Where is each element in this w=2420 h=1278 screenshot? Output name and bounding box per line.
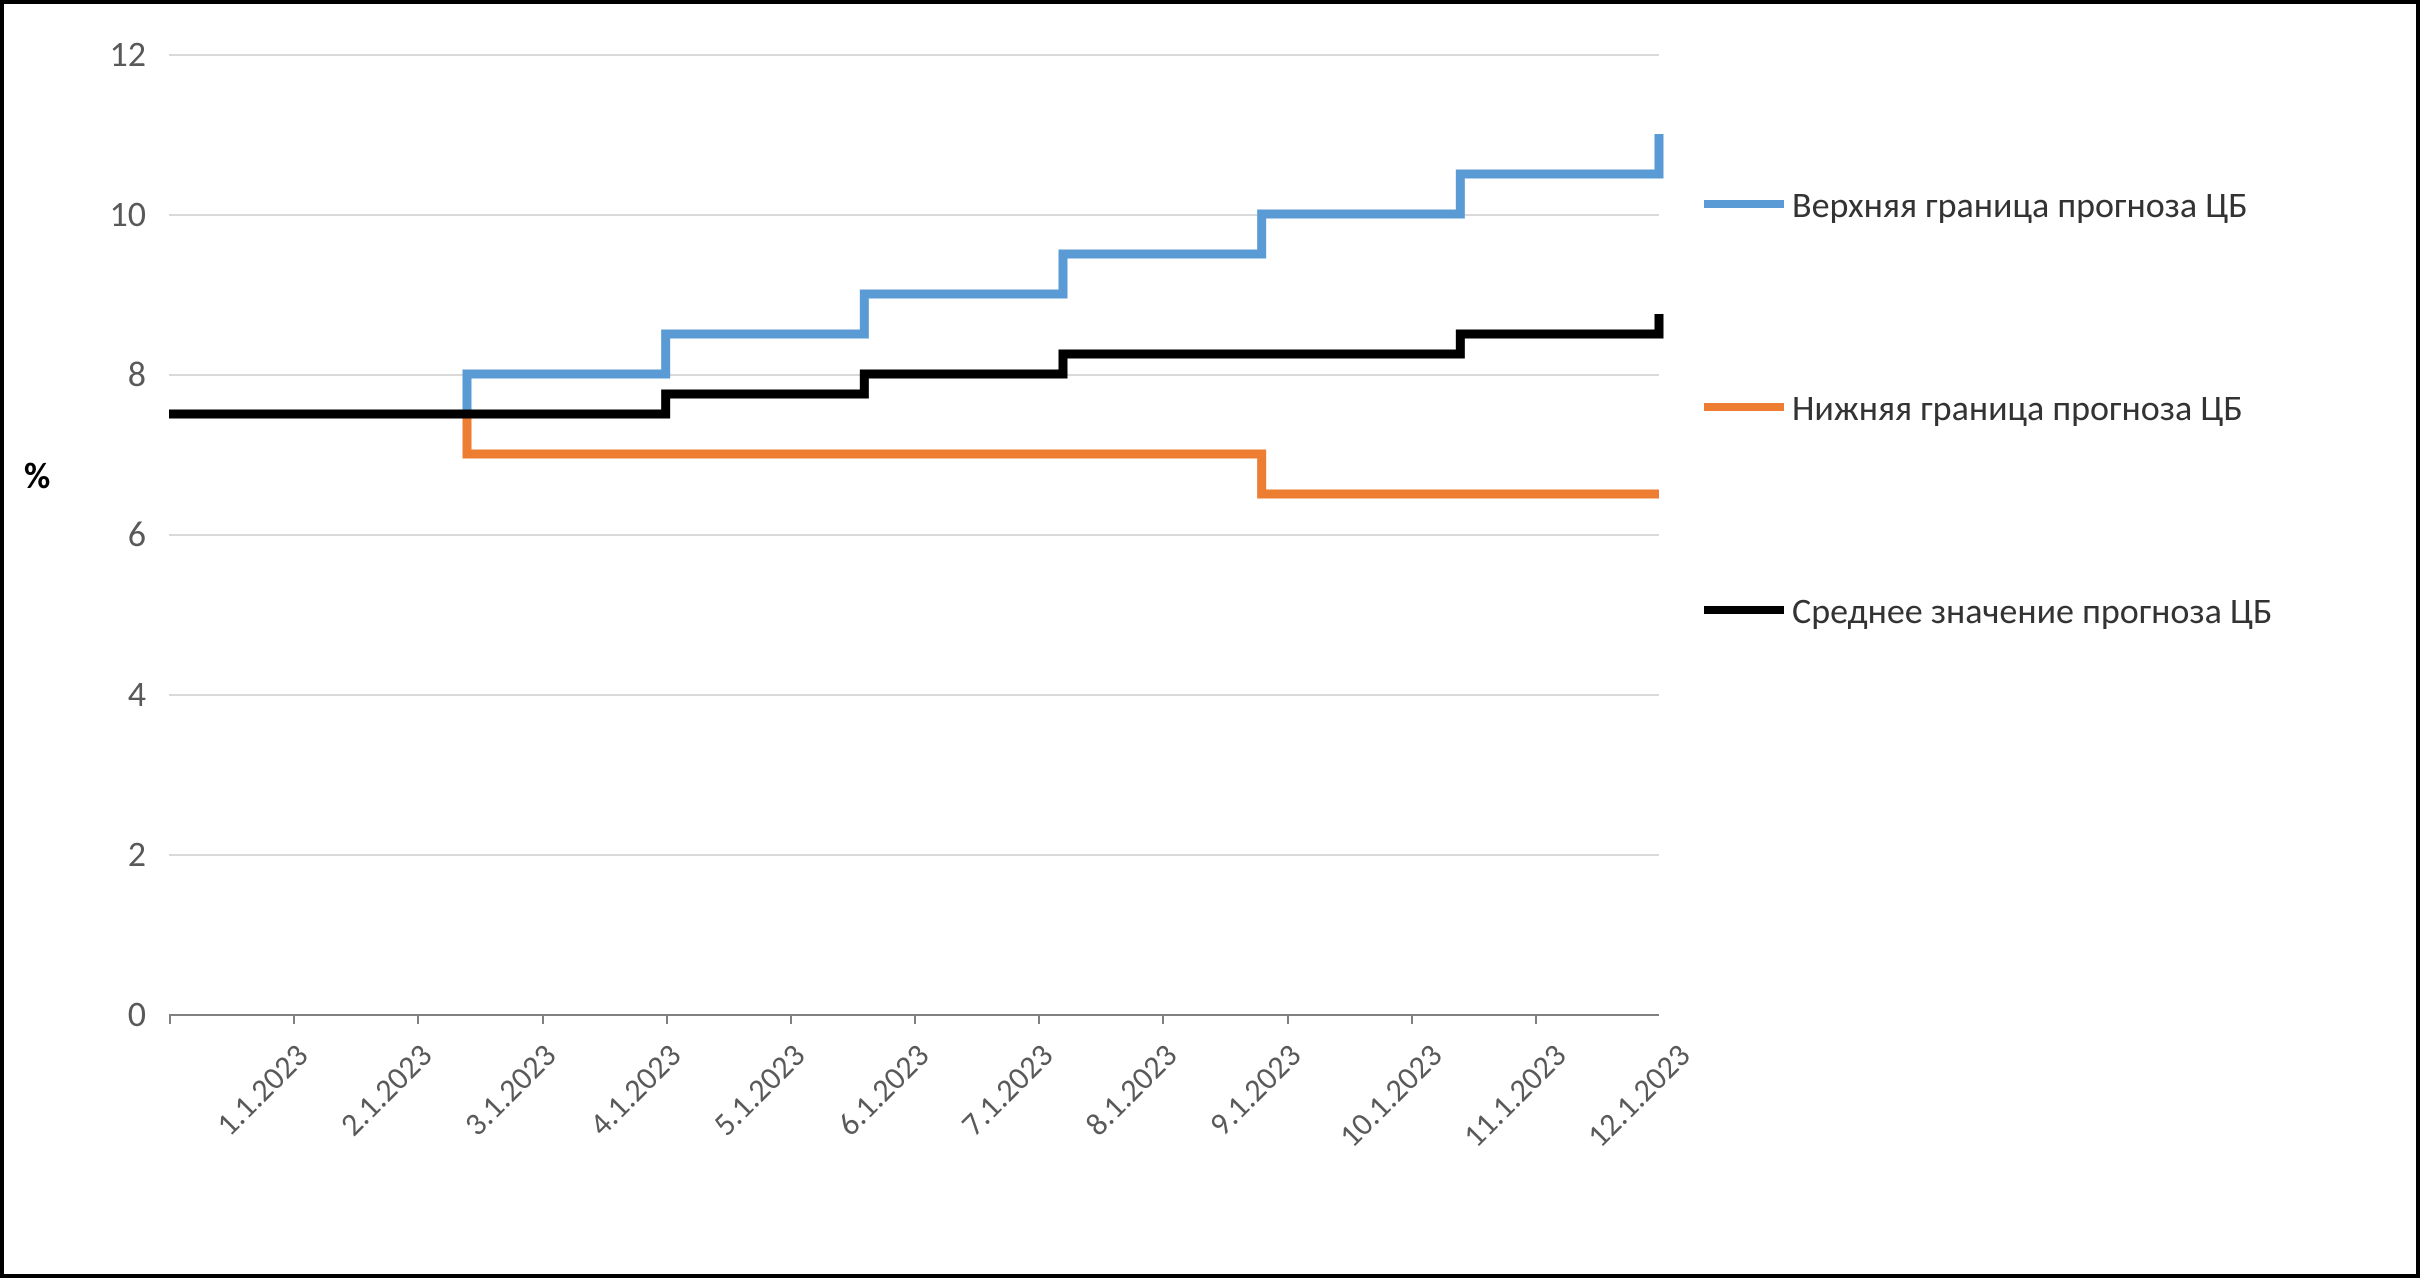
x-tick-label: 4.1.2023 — [581, 1036, 689, 1144]
x-tick-label: 2.1.2023 — [332, 1036, 440, 1144]
x-tick-mark — [1411, 1014, 1413, 1024]
legend-line-lower — [1704, 403, 1784, 411]
x-tick-label: 7.1.2023 — [953, 1036, 1061, 1144]
x-tick-mark — [1038, 1014, 1040, 1024]
series-svg — [169, 54, 1659, 1014]
legend-item-upper: Верхняя граница прогноза ЦБ — [1704, 184, 2374, 227]
x-tick-mark — [542, 1014, 544, 1024]
x-tick-mark — [1287, 1014, 1289, 1024]
x-tick-label: 1.1.2023 — [208, 1036, 316, 1144]
x-tick-label: 10.1.2023 — [1330, 1036, 1449, 1155]
legend-label-upper: Верхняя граница прогноза ЦБ — [1792, 184, 2248, 227]
y-tick-label: 8 — [26, 352, 146, 396]
legend-label-mean: Среднее значение прогноза ЦБ — [1792, 590, 2272, 633]
x-tick-mark — [666, 1014, 668, 1024]
x-tick-label: 6.1.2023 — [829, 1036, 937, 1144]
legend: Верхняя граница прогноза ЦБ Нижняя грани… — [1704, 184, 2374, 794]
y-tick-label: 12 — [26, 32, 146, 76]
x-tick-label: 8.1.2023 — [1077, 1036, 1185, 1144]
y-tick-label: 2 — [26, 832, 146, 876]
y-tick-label: 6 — [26, 512, 146, 556]
y-tick-label: 4 — [26, 672, 146, 716]
legend-line-mean — [1704, 606, 1784, 614]
x-tick-mark — [1162, 1014, 1164, 1024]
legend-item-mean: Среднее значение прогноза ЦБ — [1704, 590, 2374, 633]
x-tick-mark — [1535, 1014, 1537, 1024]
y-axis-label: % — [24, 454, 50, 498]
y-tick-label: 10 — [26, 192, 146, 236]
x-tick-label: 3.1.2023 — [457, 1036, 565, 1144]
x-tick-mark — [417, 1014, 419, 1024]
x-tick-mark — [169, 1014, 171, 1024]
x-tick-label: 5.1.2023 — [705, 1036, 813, 1144]
x-tick-mark — [790, 1014, 792, 1024]
x-tick-mark — [293, 1014, 295, 1024]
x-tick-mark — [914, 1014, 916, 1024]
chart-container: % 0 2 4 6 8 10 12 1.1.20232.1.20233.1.20234.1.… — [0, 0, 2420, 1278]
x-tick-label: 12.1.2023 — [1579, 1036, 1698, 1155]
legend-label-lower: Нижняя граница прогноза ЦБ — [1792, 387, 2243, 430]
legend-item-lower: Нижняя граница прогноза ЦБ — [1704, 387, 2374, 430]
plot-area — [169, 54, 1659, 1014]
x-tick-label: 11.1.2023 — [1455, 1036, 1574, 1155]
x-tick-label: 9.1.2023 — [1202, 1036, 1310, 1144]
y-tick-label: 0 — [26, 992, 146, 1036]
series-line — [169, 314, 1659, 414]
legend-line-upper — [1704, 200, 1784, 208]
series-line — [169, 414, 1659, 494]
